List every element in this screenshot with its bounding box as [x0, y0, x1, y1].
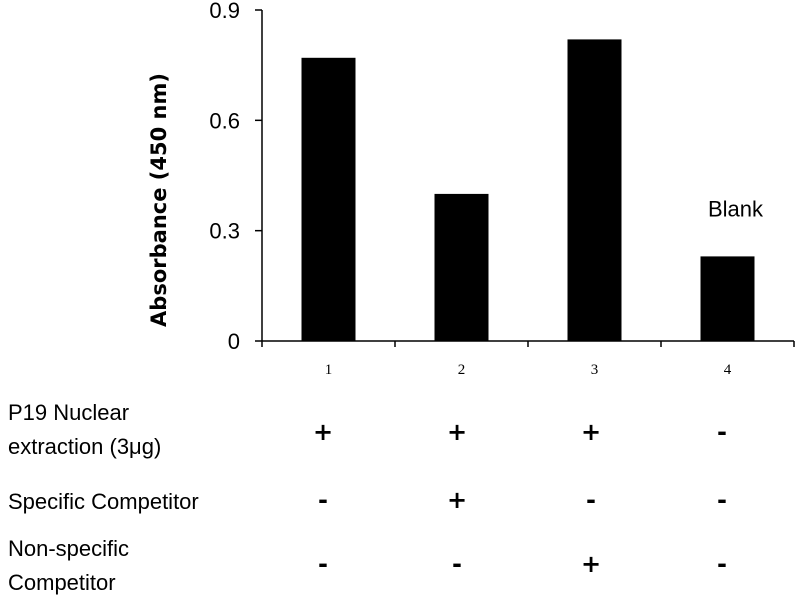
y-tick-label: 0	[228, 329, 240, 354]
condition-sign: -	[452, 550, 462, 578]
x-tick-label: 2	[458, 362, 466, 378]
condition-label-line1: Non-specific	[8, 536, 130, 561]
condition-sign: +	[446, 486, 468, 514]
bar-annotation: Blank	[708, 196, 764, 221]
y-tick-label: 0.9	[209, 0, 240, 23]
condition-sign: -	[717, 418, 727, 446]
condition-sign: -	[717, 486, 727, 514]
x-tick-label: 4	[724, 362, 732, 378]
condition-sign: +	[580, 418, 602, 446]
bar-4	[700, 256, 755, 341]
condition-label-line1: Specific Competitor	[8, 489, 199, 514]
y-tick-label: 0.3	[209, 219, 240, 244]
bar-1	[301, 57, 356, 342]
condition-label-line2: Competitor	[8, 570, 116, 595]
condition-sign: +	[580, 550, 602, 578]
x-tick-label: 3	[591, 362, 599, 378]
condition-label-line2: extraction (3μg)	[8, 434, 162, 459]
condition-sign: -	[318, 550, 328, 578]
condition-sign: +	[312, 418, 334, 446]
bar-2	[434, 193, 489, 341]
condition-label-line1: P19 Nuclear	[8, 400, 130, 425]
plot-area: 0 0.3 0.6 0.9 1 2 3 4 Blank	[209, 0, 795, 378]
condition-sign: -	[318, 486, 328, 514]
condition-sign: +	[446, 418, 468, 446]
condition-sign: -	[586, 486, 596, 514]
condition-sign: -	[717, 550, 727, 578]
y-axis-label: Absorbance (450 nm)	[147, 73, 171, 327]
y-tick-label: 0.6	[209, 108, 240, 133]
bar-3	[567, 39, 622, 342]
x-tick-label: 1	[325, 362, 333, 378]
